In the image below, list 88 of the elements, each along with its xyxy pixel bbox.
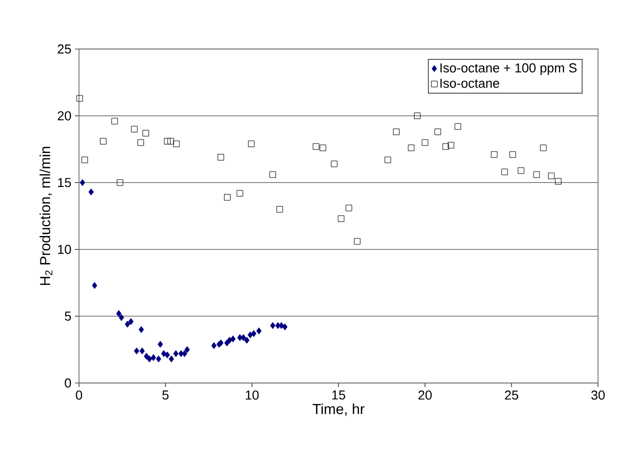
point	[312, 143, 320, 150]
point	[100, 138, 106, 144]
point	[156, 356, 162, 362]
point	[224, 194, 231, 201]
point	[270, 322, 276, 329]
point	[256, 327, 262, 334]
point	[218, 154, 224, 160]
point	[182, 350, 188, 358]
point	[128, 318, 134, 325]
x-tick-label: 5	[162, 390, 169, 400]
point	[282, 323, 288, 330]
point	[158, 340, 163, 348]
point	[338, 215, 344, 222]
point	[173, 140, 180, 148]
point	[393, 128, 400, 136]
x-tick-label: 15	[332, 390, 346, 400]
point	[230, 335, 236, 342]
x-tick-label: 20	[418, 390, 432, 400]
point	[138, 139, 144, 146]
point	[276, 206, 283, 213]
point	[150, 354, 156, 362]
point	[92, 282, 98, 289]
x-tick-label: 0	[76, 390, 82, 400]
point	[226, 336, 232, 344]
point	[501, 168, 508, 176]
point	[184, 346, 190, 354]
point	[240, 334, 246, 342]
point	[131, 126, 138, 132]
point	[161, 350, 166, 358]
legend-label: Iso-octane + 100 ppm S	[440, 63, 577, 76]
y-tick-label: 25	[58, 44, 71, 54]
point	[138, 326, 144, 333]
point	[454, 123, 462, 130]
point	[270, 171, 276, 178]
y-tick-label: 20	[58, 111, 71, 120]
point	[414, 112, 420, 120]
y-tick-label: 10	[58, 244, 71, 254]
legend-label: Iso-octane	[440, 78, 500, 88]
point	[251, 330, 256, 338]
point	[164, 138, 170, 144]
point	[346, 204, 352, 212]
point	[211, 342, 217, 350]
point	[116, 310, 122, 317]
point	[168, 356, 174, 362]
point	[490, 151, 498, 158]
point	[448, 142, 454, 148]
point	[434, 128, 442, 136]
point	[330, 160, 338, 168]
point	[144, 352, 150, 360]
point	[164, 352, 170, 358]
point	[509, 151, 516, 158]
point	[248, 140, 255, 148]
y-tick-label: 5	[64, 312, 71, 321]
x-tick-label: 25	[504, 390, 518, 400]
point	[408, 144, 414, 152]
point	[76, 95, 83, 102]
point	[354, 238, 360, 245]
point	[320, 144, 326, 152]
x-axis-title: Time, hr	[312, 404, 364, 416]
x-tick-label: 10	[246, 390, 259, 400]
y-tick-label: 15	[58, 178, 71, 188]
x-tick-label: 30	[591, 390, 605, 400]
point	[146, 356, 152, 362]
point	[142, 130, 150, 136]
point	[442, 143, 450, 150]
point	[116, 179, 124, 186]
point	[80, 179, 86, 186]
point	[134, 347, 140, 354]
point	[140, 347, 145, 354]
point	[81, 156, 88, 164]
point	[422, 139, 428, 146]
point	[548, 172, 555, 180]
point	[384, 156, 392, 164]
point	[88, 188, 94, 196]
point	[518, 167, 524, 174]
point	[167, 138, 174, 144]
point	[554, 178, 562, 184]
point	[533, 171, 540, 178]
y-axis-title: H$_{2}$ Production, ml/min	[40, 146, 52, 285]
point	[248, 331, 253, 338]
point	[124, 320, 130, 328]
y-tick-label: 0	[64, 378, 71, 388]
point	[111, 118, 118, 124]
point	[118, 314, 124, 321]
point	[173, 350, 179, 358]
point	[236, 190, 244, 197]
point	[244, 336, 250, 344]
point	[540, 144, 547, 152]
